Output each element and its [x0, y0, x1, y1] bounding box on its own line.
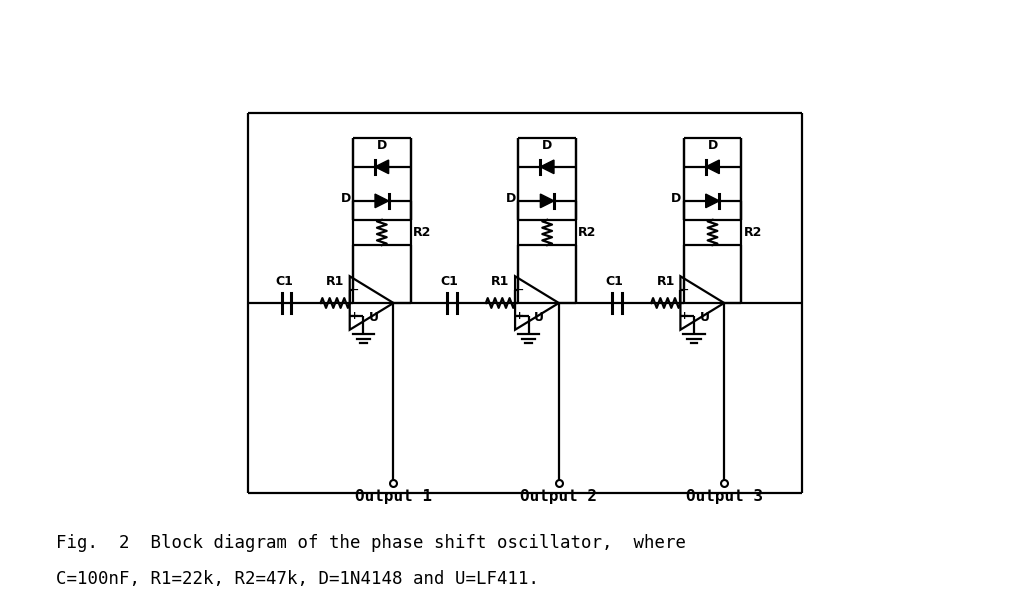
Text: U: U: [535, 311, 544, 325]
Text: R1: R1: [656, 275, 675, 289]
Text: R1: R1: [326, 275, 344, 289]
Text: D: D: [506, 192, 516, 205]
Text: D: D: [340, 192, 350, 205]
Text: R2: R2: [743, 226, 762, 239]
Text: D: D: [671, 192, 681, 205]
Text: D: D: [377, 139, 387, 152]
Polygon shape: [375, 160, 389, 173]
Text: C=100nF, R1=22k, R2=47k, D=1N4148 and U=LF411.: C=100nF, R1=22k, R2=47k, D=1N4148 and U=…: [56, 570, 540, 588]
Text: R1: R1: [492, 275, 510, 289]
Text: R2: R2: [413, 226, 431, 239]
Text: −: −: [349, 284, 358, 295]
Text: U: U: [699, 311, 710, 325]
Polygon shape: [541, 194, 554, 208]
Text: C1: C1: [275, 275, 293, 289]
Text: C1: C1: [440, 275, 459, 289]
Polygon shape: [706, 160, 719, 173]
Polygon shape: [706, 194, 719, 208]
Text: Fig.  2  Block diagram of the phase shift oscillator,  where: Fig. 2 Block diagram of the phase shift …: [56, 534, 686, 552]
Text: −: −: [515, 284, 524, 295]
Text: U: U: [369, 311, 379, 325]
Text: +: +: [515, 311, 524, 322]
Polygon shape: [541, 160, 554, 173]
Text: D: D: [542, 139, 552, 152]
Text: Output 2: Output 2: [520, 489, 597, 504]
Text: Output 3: Output 3: [686, 489, 763, 504]
Text: +: +: [680, 311, 689, 322]
Polygon shape: [375, 194, 389, 208]
Text: C1: C1: [606, 275, 624, 289]
Text: D: D: [708, 139, 718, 152]
Text: R2: R2: [579, 226, 597, 239]
Text: Output 1: Output 1: [355, 489, 432, 504]
Text: −: −: [680, 284, 689, 295]
Text: +: +: [349, 311, 358, 322]
